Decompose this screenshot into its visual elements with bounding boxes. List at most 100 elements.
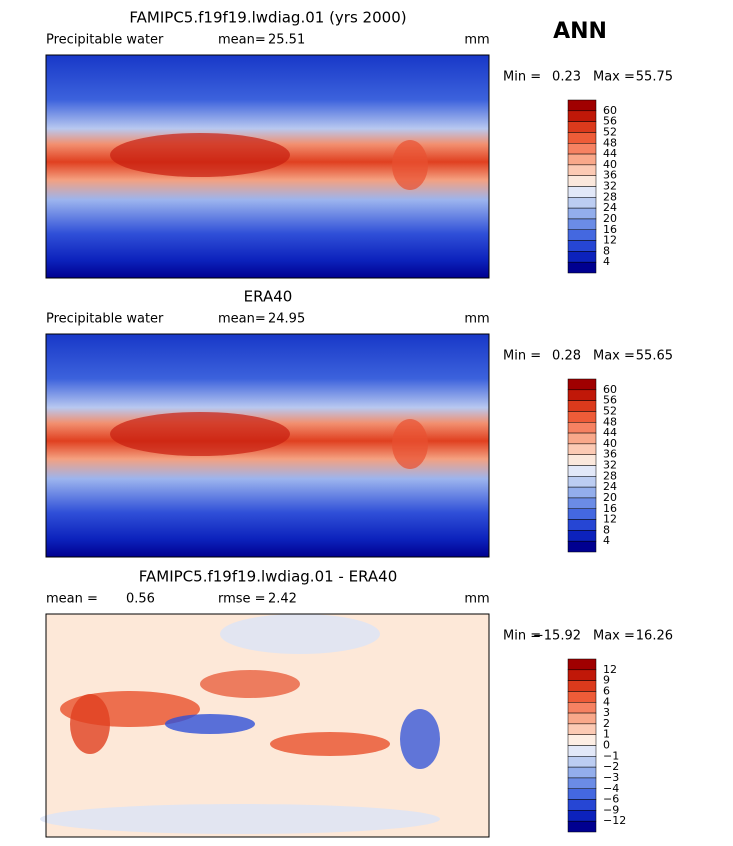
left-label: Precipitable water [46,33,164,48]
range-text: −15.92 [533,629,581,644]
map-feature [110,133,290,177]
center-label: 25.51 [268,33,305,48]
colorbar-label: 48 [603,415,617,428]
colorbar-label: 8 [603,244,610,257]
colorbar-box [567,799,597,811]
colorbar-box [567,175,597,187]
colorbar-label: 36 [603,448,617,461]
map-frame [45,613,490,838]
colorbar-label: −9 [603,803,619,816]
center-label: mean= [218,33,266,48]
range-text: Min = [503,629,541,644]
range-text: Max = [593,629,635,644]
colorbar-label: 2 [603,717,610,730]
colorbar-box [567,691,597,703]
colorbar-label: 44 [603,426,617,439]
colorbar-box [567,788,597,800]
colorbar-box [567,669,597,681]
colorbar-label: 60 [603,383,617,396]
range-text: Max = [593,349,635,364]
map-feature [200,670,300,698]
colorbar-box [567,443,597,455]
colorbar-box [567,411,597,423]
colorbar-label: 40 [603,437,617,450]
colorbar-box [567,197,597,209]
colorbar-box [567,519,597,531]
units: mm [464,33,489,48]
colorbar-box [567,389,597,401]
colorbar-box [567,766,597,779]
colorbar-label: 6 [603,684,610,697]
colorbar-box [567,121,597,133]
colorbar-box [567,454,597,466]
center-label: mean= [218,312,266,327]
range-text: 55.65 [636,349,673,364]
panel-title: FAMIPC5.f19f19.lwdiag.01 - ERA40 [139,568,398,586]
colorbar-label: 12 [603,234,617,247]
panel-title: ERA40 [244,288,293,306]
colorbar-label: 24 [603,480,617,493]
left-label: Precipitable water [46,312,164,327]
colorbar-box [567,702,597,714]
colorbar-label: −12 [603,814,626,827]
range-text: 55.75 [636,70,673,85]
range-text: 0.28 [552,349,581,364]
colorbar-box [567,153,597,166]
colorbar-box [567,680,597,692]
colorbar-label: 28 [603,469,617,482]
panel-title: FAMIPC5.f19f19.lwdiag.01 (yrs 2000) [129,9,406,27]
colorbar-label: 32 [603,459,617,472]
colorbar-label: 12 [603,663,617,676]
colorbar-box [567,261,597,274]
colorbar-box [567,218,597,230]
map-feature [165,714,255,734]
colorbar-label: 4 [603,695,610,708]
center-label: 24.95 [268,312,305,327]
colorbar-label: 0 [603,739,610,752]
season: ANN [553,19,607,44]
colorbar-box [567,486,597,499]
colorbar-label: 44 [603,147,617,160]
colorbar-label: 28 [603,190,617,203]
map-feature [220,614,380,654]
colorbar-label: 56 [603,115,617,128]
colorbar-box [567,207,597,220]
colorbar-label: 40 [603,158,617,171]
colorbar-label: 8 [603,523,610,536]
colorbar-box [567,164,597,176]
colorbar-box [567,745,597,757]
colorbar-label: 56 [603,394,617,407]
colorbar-box [567,712,597,725]
map-frame [45,54,490,279]
colorbar-label: 52 [603,125,617,138]
colorbar-label: 20 [603,212,617,225]
colorbar-box [567,658,597,671]
colorbar-label: 60 [603,104,617,117]
colorbar-box [567,530,597,542]
range-text: Max = [593,70,635,85]
colorbar-label: −2 [603,760,619,773]
colorbar-box [567,734,597,746]
colorbar-box [567,251,597,263]
units: mm [464,592,489,607]
colorbar-label: 4 [603,534,610,547]
colorbar-box [567,777,597,789]
map-feature [270,732,390,756]
colorbar-label: 12 [603,513,617,526]
colorbar-box [567,508,597,520]
range-text: Min = [503,70,541,85]
colorbar-label: 48 [603,136,617,149]
colorbar-box [567,229,597,241]
map-feature [392,140,428,190]
colorbar-label: 16 [603,223,617,236]
colorbar-label: 16 [603,502,617,515]
colorbar-label: 9 [603,674,610,687]
range-text: 16.26 [636,629,673,644]
colorbar-label: 52 [603,404,617,417]
colorbar-box [567,400,597,412]
colorbar-label: 36 [603,169,617,182]
colorbar-label: 24 [603,201,617,214]
colorbar-box [567,497,597,509]
colorbar-label: 4 [603,255,610,268]
